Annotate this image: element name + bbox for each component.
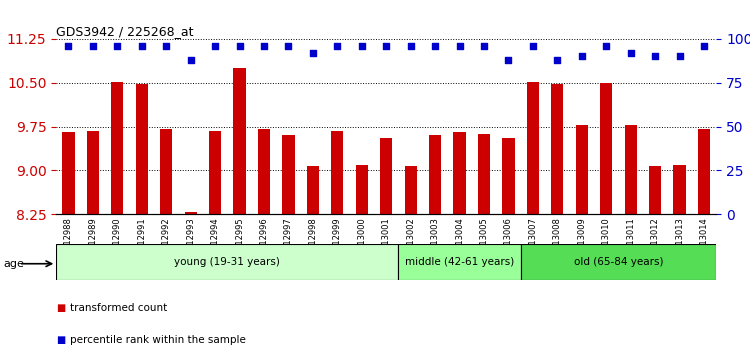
- Text: transformed count: transformed count: [70, 303, 167, 313]
- Point: [454, 43, 466, 49]
- Bar: [429, 135, 441, 214]
- Bar: [674, 165, 686, 214]
- Point: [478, 43, 490, 49]
- Bar: [404, 166, 417, 214]
- Bar: [380, 138, 392, 214]
- Bar: [698, 130, 710, 214]
- Bar: [625, 125, 637, 214]
- Point: [62, 43, 74, 49]
- Bar: [526, 81, 539, 214]
- Bar: [503, 138, 515, 214]
- Text: middle (42-61 years): middle (42-61 years): [405, 257, 514, 267]
- Bar: [551, 84, 563, 214]
- Point: [209, 43, 221, 49]
- Bar: [398, 244, 520, 280]
- Text: ■: ■: [56, 335, 65, 345]
- Point: [551, 57, 563, 63]
- Point: [674, 53, 686, 59]
- Bar: [520, 244, 716, 280]
- Point: [233, 43, 245, 49]
- Point: [405, 43, 417, 49]
- Text: age: age: [4, 259, 25, 269]
- Point: [600, 43, 612, 49]
- Point: [356, 43, 368, 49]
- Bar: [600, 83, 612, 214]
- Bar: [282, 135, 295, 214]
- Bar: [356, 165, 368, 214]
- Text: ■: ■: [56, 303, 65, 313]
- Point: [111, 43, 123, 49]
- Point: [625, 50, 637, 56]
- Point: [332, 43, 344, 49]
- Point: [258, 43, 270, 49]
- Bar: [87, 131, 99, 214]
- Bar: [332, 131, 344, 214]
- Bar: [233, 68, 246, 214]
- Point: [283, 43, 295, 49]
- Point: [307, 50, 319, 56]
- Point: [576, 53, 588, 59]
- Point: [503, 57, 515, 63]
- Point: [527, 43, 539, 49]
- Bar: [649, 166, 662, 214]
- Text: percentile rank within the sample: percentile rank within the sample: [70, 335, 246, 345]
- Bar: [454, 132, 466, 214]
- Bar: [478, 133, 490, 214]
- Bar: [307, 166, 319, 214]
- Point: [380, 43, 392, 49]
- Point: [87, 43, 99, 49]
- Text: GDS3942 / 225268_at: GDS3942 / 225268_at: [56, 25, 194, 38]
- Bar: [258, 130, 270, 214]
- Bar: [576, 125, 588, 214]
- Bar: [56, 244, 398, 280]
- Text: young (19-31 years): young (19-31 years): [175, 257, 280, 267]
- Bar: [209, 131, 221, 214]
- Bar: [136, 85, 148, 214]
- Bar: [184, 212, 196, 214]
- Point: [184, 57, 196, 63]
- Point: [650, 53, 662, 59]
- Point: [429, 43, 441, 49]
- Point: [698, 43, 710, 49]
- Bar: [160, 130, 172, 214]
- Bar: [62, 132, 74, 214]
- Text: old (65-84 years): old (65-84 years): [574, 257, 663, 267]
- Point: [160, 43, 172, 49]
- Bar: [111, 81, 124, 214]
- Point: [136, 43, 148, 49]
